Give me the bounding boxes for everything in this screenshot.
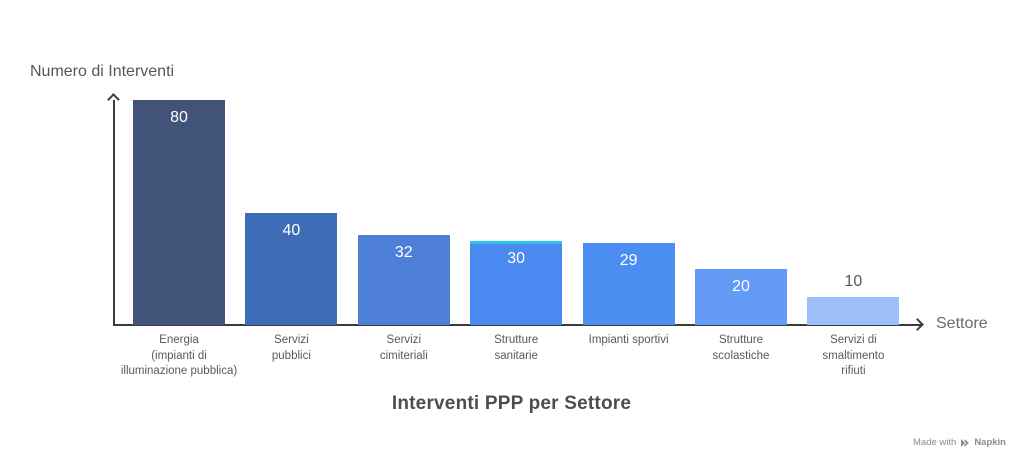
bar-3[interactable] bbox=[470, 240, 563, 325]
bar-value-label: 10 bbox=[844, 272, 863, 290]
x-tick-label: Servizi pubblici bbox=[271, 334, 311, 362]
x-tick-label: Strutture scolastiche bbox=[712, 334, 770, 362]
bar-4[interactable] bbox=[582, 243, 675, 325]
bar-2[interactable] bbox=[357, 235, 450, 325]
bar-1[interactable] bbox=[245, 212, 338, 325]
bar-value-label: 32 bbox=[394, 244, 413, 261]
bar-value-label: 30 bbox=[507, 249, 526, 267]
x-axis-line bbox=[113, 324, 921, 326]
bar-5[interactable] bbox=[695, 268, 787, 325]
watermark-prefix: Made with bbox=[913, 437, 957, 448]
x-tick-label: Servizi cimiteriali bbox=[379, 334, 428, 362]
x-axis-arrow-icon bbox=[911, 318, 924, 331]
bar-6[interactable] bbox=[807, 296, 900, 325]
chart-title: Interventi PPP per Settore bbox=[391, 393, 632, 414]
napkin-logo-icon bbox=[960, 438, 970, 448]
x-tick-label: Strutture sanitarie bbox=[494, 334, 539, 362]
bar-value-label: 80 bbox=[170, 109, 188, 126]
x-tick-label: Impianti sportivi bbox=[588, 334, 669, 346]
bar-value-label: 40 bbox=[282, 221, 301, 239]
bar-0[interactable] bbox=[133, 100, 225, 325]
bar-value-label: 29 bbox=[619, 252, 638, 270]
y-axis-line bbox=[113, 100, 115, 326]
watermark[interactable]: Made with Napkin bbox=[913, 437, 1006, 448]
y-axis-label: Numero di Interventi bbox=[30, 63, 175, 80]
bar-value-label: 20 bbox=[732, 277, 750, 295]
bar-selection-highlight bbox=[470, 240, 563, 244]
x-tick-label: Servizi di smaltimento rifiuti bbox=[822, 334, 885, 378]
y-axis-arrow-icon bbox=[107, 93, 120, 106]
watermark-brand: Napkin bbox=[974, 437, 1006, 448]
x-axis-label: Settore bbox=[936, 315, 988, 332]
x-tick-label: Energia (impianti di illuminazione pubbl… bbox=[120, 334, 238, 378]
